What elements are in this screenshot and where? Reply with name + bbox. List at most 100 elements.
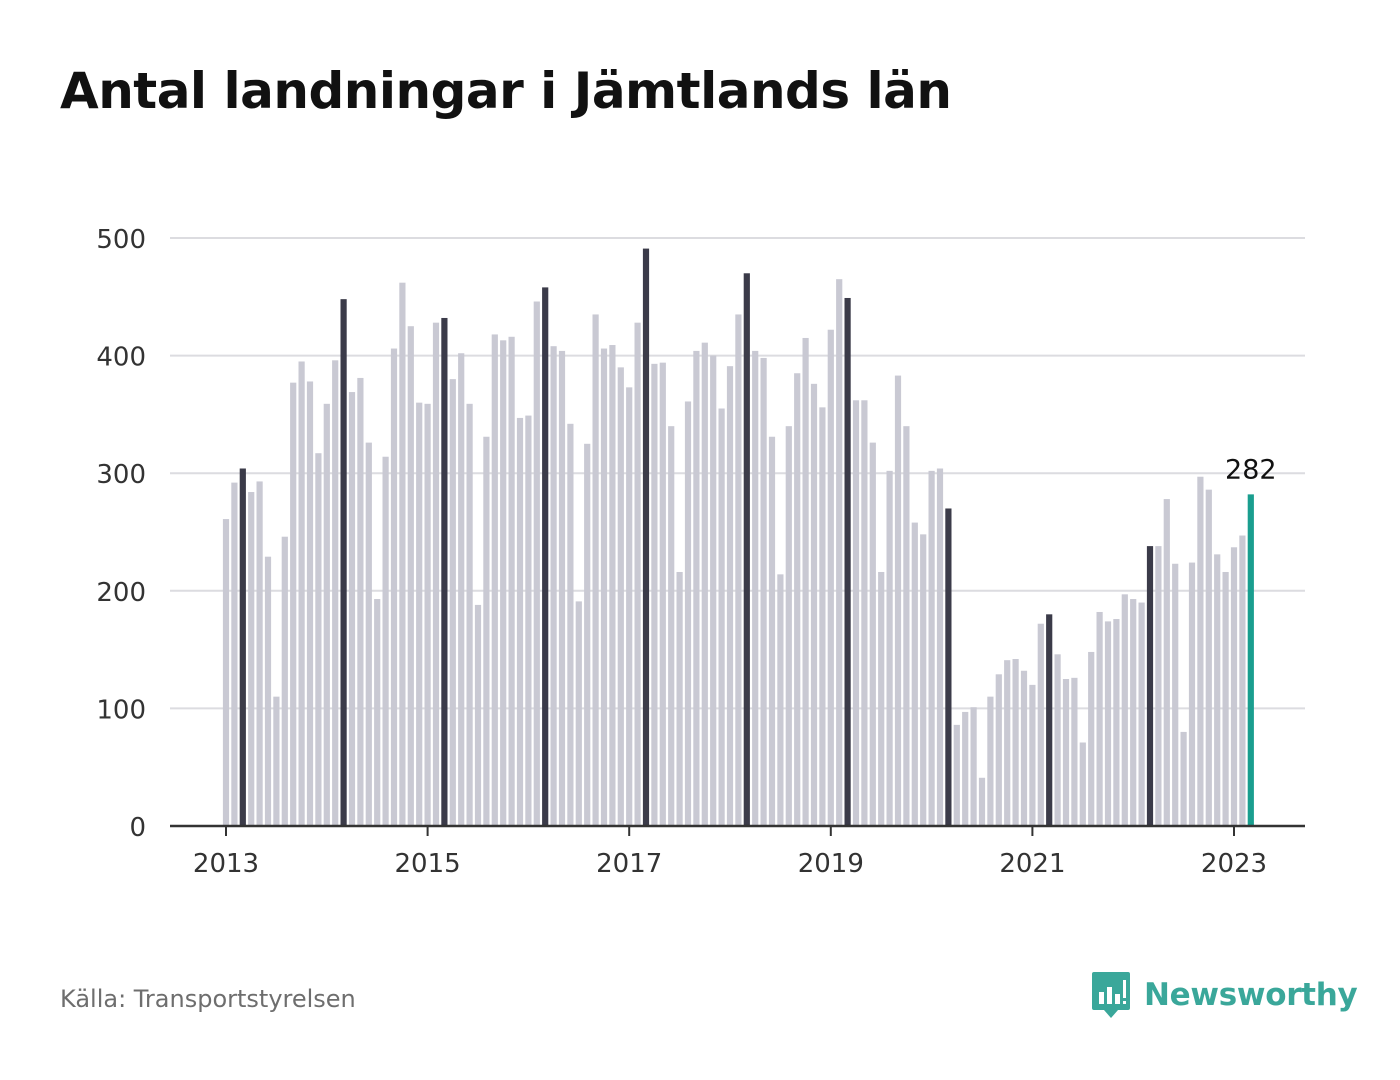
bar [357,377,364,826]
bar [911,522,918,826]
bar [1054,654,1061,826]
bar [928,470,935,826]
bar-chart: 0 100 200 300 400 500 2013 2015 2017 2019 2021 202… [96,225,1305,879]
bar [1214,554,1221,826]
bar [1188,562,1196,826]
bar [785,426,792,826]
bar [575,601,582,826]
bar [1155,546,1162,826]
bar [231,482,238,826]
y-axis-labels: 0 100 200 300 400 500 [96,225,146,843]
bar [248,492,255,826]
y-tick-label: 400 [96,343,146,373]
bar [718,408,725,826]
bar [374,599,381,826]
bar [1180,731,1187,826]
bar [995,674,1002,826]
brand-name: Newsworthy [1144,977,1358,1013]
bar [768,436,776,826]
bar [810,383,818,826]
bar [516,417,524,826]
bar [726,366,734,826]
bar [306,381,314,826]
bar [340,299,347,827]
bar [323,403,330,826]
bar [483,436,490,826]
bar [432,322,440,826]
bar [441,317,448,826]
bar [651,363,658,826]
y-tick-label: 0 [129,813,146,843]
bar [617,367,624,826]
bar [970,707,977,826]
bar [827,329,834,826]
bar [281,536,288,826]
bars [222,248,1254,827]
bar [1113,619,1120,826]
bar [1062,679,1070,826]
bar [710,355,717,826]
annotations: 282 [1225,454,1277,485]
y-tick-label: 100 [96,695,146,725]
bar [920,534,927,826]
bar [869,442,876,826]
bar [844,297,851,826]
x-tick-label: 2019 [798,849,864,879]
bar [936,468,944,826]
bar [777,574,784,826]
bar [659,362,666,826]
bar [794,373,801,826]
bar [760,357,767,826]
source-label: Källa: Transportstyrelsen [60,985,356,1013]
bar [1088,651,1095,826]
chart-title: Antal landningar i Jämtlands län [60,62,952,120]
bar [500,340,507,826]
bar [1146,546,1154,826]
bar [382,456,389,826]
bar [693,350,700,826]
brand-logo[interactable]: Newsworthy [1090,970,1358,1020]
bar [1037,623,1044,826]
bar [1247,494,1254,826]
bar [1012,659,1019,826]
y-tick-label: 500 [96,225,146,255]
bar [567,423,574,826]
x-axis-labels: 2013 2015 2017 2019 2021 2023 [193,849,1267,879]
bar [533,301,540,826]
bar [315,453,322,826]
newsworthy-logo-icon [1092,972,1130,1018]
bar [1096,611,1103,826]
bar [1079,742,1086,826]
bar [903,426,910,826]
bar [542,287,549,827]
bar [558,350,566,826]
bar [256,481,263,826]
bar [584,443,591,826]
bar [348,392,356,826]
bar [1130,599,1137,826]
bar [743,273,750,826]
bar [1046,614,1053,826]
bar [474,604,482,826]
bar [752,350,759,826]
bar [491,334,498,826]
bar [634,322,641,826]
bar [399,282,406,826]
bar [390,348,398,826]
bar [1222,571,1229,826]
bar [1071,677,1078,826]
bar [222,519,230,826]
bar [978,777,986,826]
bar [1004,660,1011,826]
bar [1205,489,1212,826]
bar [424,403,431,826]
bar [449,379,456,826]
data-label-last: 282 [1225,454,1277,485]
x-tick-label: 2015 [395,849,461,879]
bar [642,248,650,827]
bar [861,400,868,826]
bar [1121,594,1128,826]
bar [609,345,616,826]
bar [273,696,280,826]
